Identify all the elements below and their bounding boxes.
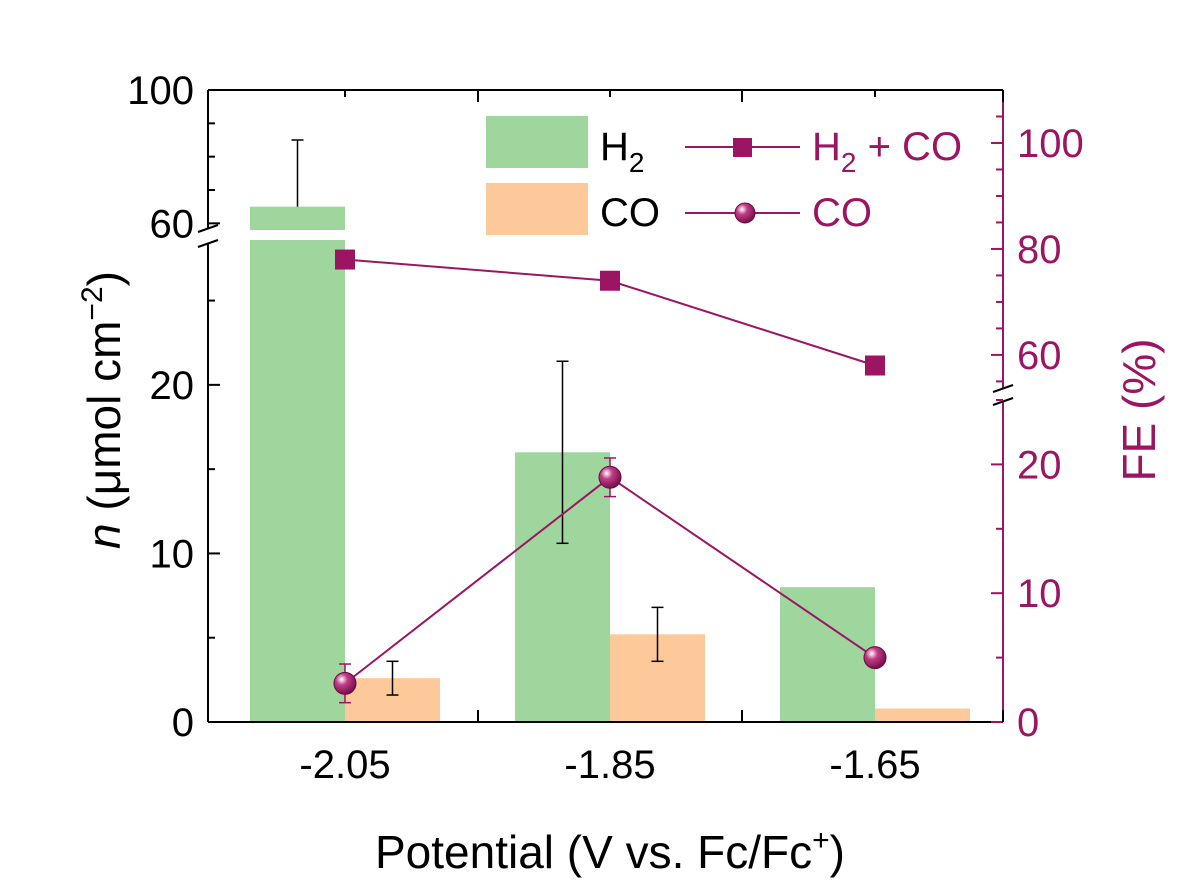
right-tick-label-20: 20 — [1017, 443, 1062, 487]
x-tick-label--1.65: -1.65 — [829, 743, 920, 787]
x-tick-label--2.05: -2.05 — [299, 743, 390, 787]
legend-label-h2: H2 — [600, 125, 644, 178]
right-tick-label-0: 0 — [1017, 701, 1039, 745]
legend-marker-sphere — [734, 202, 756, 224]
marker-square--1.85 — [600, 270, 620, 291]
axes — [197, 89, 1014, 723]
bar-co--1.65 — [875, 708, 970, 722]
left-tick-label-20: 20 — [150, 364, 195, 408]
left-tick-label-10: 10 — [150, 532, 195, 576]
right-tick-label-100: 100 — [1017, 122, 1084, 166]
marker-sphere--1.65 — [863, 646, 887, 670]
marker-square--1.65 — [865, 355, 885, 376]
x-tick-label--1.85: -1.85 — [564, 743, 655, 787]
left-break-mark — [197, 239, 219, 248]
right-tick-label-60: 60 — [1017, 334, 1062, 378]
tick-labels: 0 10 20 60 100 0 10 20 60 80 100 -2.05 -1.85 -1.65 — [127, 69, 1084, 787]
legend-label-h2co: H2 + CO — [812, 125, 962, 178]
marker-sphere--1.85 — [598, 465, 622, 489]
legend-label-co-bar: CO — [600, 191, 660, 235]
right-tick-label-80: 80 — [1017, 228, 1062, 272]
right-break-mark — [992, 384, 1014, 393]
right-axis-title: FE (%) — [1113, 338, 1165, 481]
left-tick-label-60: 60 — [150, 202, 195, 246]
marker-square--2.05 — [335, 249, 355, 270]
bar-h2--2.05 — [250, 206, 345, 722]
left-tick-label-100: 100 — [127, 69, 194, 113]
left-axis-title: n (μmol cm−2) — [76, 271, 130, 549]
bar-h2--1.65 — [780, 587, 875, 722]
right-break-mark — [992, 397, 1014, 406]
legend: H2 CO H2 + CO CO — [486, 116, 962, 235]
x-axis-title: Potential (V vs. Fc/Fc+) — [375, 824, 845, 878]
left-tick-label-0: 0 — [172, 701, 194, 745]
legend-swatch-h2 — [486, 116, 588, 168]
legend-swatch-co-bar — [486, 183, 588, 235]
fe-lines — [333, 249, 887, 704]
left-break-mark — [197, 224, 219, 233]
right-tick-label-10: 10 — [1017, 572, 1062, 616]
bars — [250, 206, 970, 722]
bar-break-gap — [250, 230, 345, 240]
marker-sphere--2.05 — [333, 671, 357, 695]
legend-marker-square — [733, 138, 752, 157]
legend-label-co-line: CO — [812, 191, 872, 235]
